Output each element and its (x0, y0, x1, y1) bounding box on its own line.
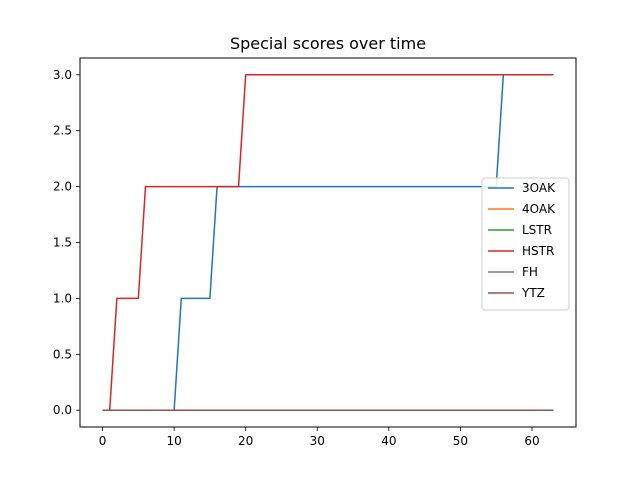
x-tick-label: 50 (453, 434, 468, 448)
x-tick-label: 40 (381, 434, 396, 448)
y-axis: 0.0 0.5 1.0 1.5 2.0 2.5 3.0 (53, 68, 80, 417)
y-tick-label: 2.0 (53, 180, 72, 194)
x-tick-label: 0 (99, 434, 107, 448)
legend-label-ytz: YTZ (521, 286, 545, 300)
legend-label-lstr: LSTR (522, 223, 552, 237)
legend-label-hstr: HSTR (522, 244, 554, 258)
y-tick-label: 1.0 (53, 291, 72, 305)
x-tick-label: 60 (524, 434, 539, 448)
series-line-hstr (102, 74, 554, 411)
legend-label-3oak: 3OAK (522, 181, 556, 195)
x-tick-label: 20 (238, 434, 253, 448)
x-axis: 0 10 20 30 40 50 60 (99, 427, 540, 448)
x-tick-label: 30 (310, 434, 325, 448)
series-layer (102, 74, 554, 411)
chart-title: Special scores over time (230, 34, 426, 53)
legend-label-fh: FH (522, 265, 538, 279)
y-tick-label: 0.5 (53, 347, 72, 361)
y-tick-label: 3.0 (53, 68, 72, 82)
x-tick-label: 10 (166, 434, 181, 448)
y-tick-label: 1.5 (53, 236, 72, 250)
y-tick-label: 0.0 (53, 403, 72, 417)
legend: 3OAK 4OAK LSTR HSTR FH YTZ (481, 177, 570, 311)
legend-label-4oak: 4OAK (522, 202, 556, 216)
series-line-3oak (102, 74, 554, 411)
legend-box (481, 177, 570, 311)
y-tick-label: 2.5 (53, 124, 72, 138)
